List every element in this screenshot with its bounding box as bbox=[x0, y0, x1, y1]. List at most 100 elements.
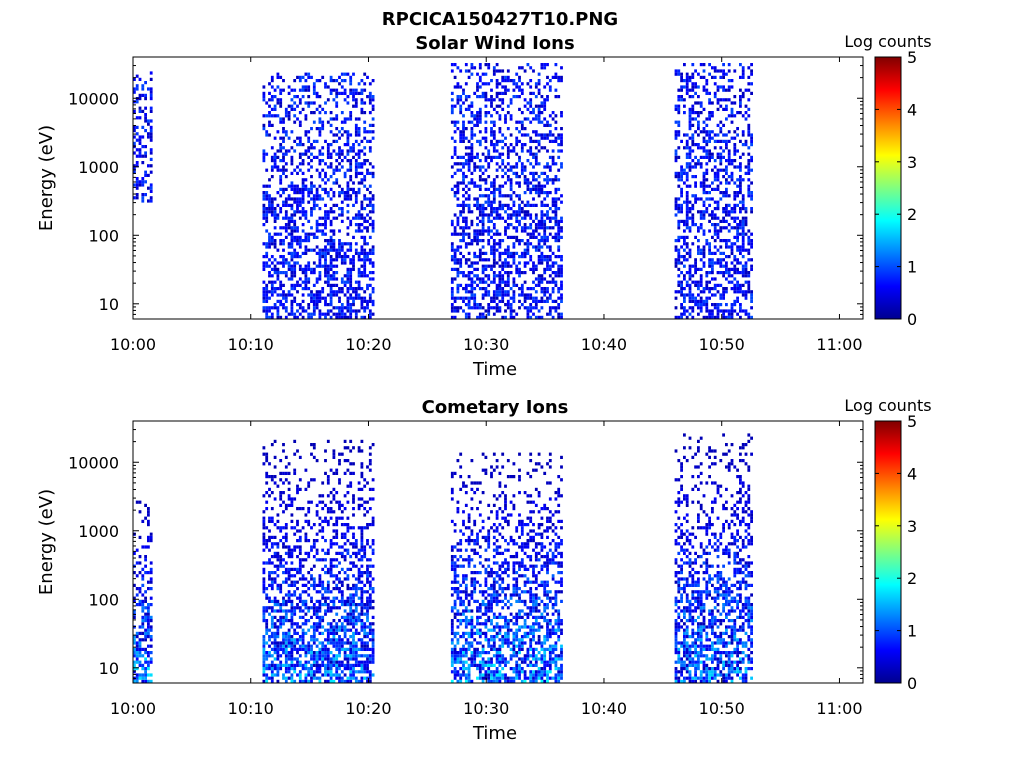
spectrogram-cell bbox=[324, 503, 327, 507]
spectrogram-cell bbox=[368, 299, 372, 303]
spectrogram-cell bbox=[495, 229, 499, 233]
spectrogram-cell bbox=[340, 85, 344, 89]
spectrogram-cell bbox=[694, 155, 697, 159]
spectrogram-cell bbox=[147, 673, 150, 677]
spectrogram-cell bbox=[504, 226, 507, 230]
spectrogram-cell bbox=[290, 181, 294, 185]
spectrogram-cell bbox=[464, 98, 468, 102]
spectrogram-cell bbox=[138, 651, 142, 655]
spectrogram-cell bbox=[349, 277, 353, 281]
spectrogram-cell bbox=[677, 184, 681, 188]
spectrogram-cell bbox=[708, 261, 711, 265]
spectrogram-cell bbox=[495, 213, 499, 217]
spectrogram-cell bbox=[332, 494, 336, 498]
spectrogram-cell bbox=[284, 667, 288, 671]
spectrogram-cell bbox=[523, 280, 527, 284]
spectrogram-cell bbox=[484, 91, 488, 95]
spectrogram-cell bbox=[326, 274, 330, 278]
spectrogram-cell bbox=[321, 641, 325, 645]
spectrogram-cell bbox=[310, 184, 313, 188]
spectrogram-cell bbox=[526, 287, 530, 291]
spectrogram-cell bbox=[149, 97, 153, 101]
spectrogram-cell bbox=[349, 283, 353, 287]
spectrogram-cell bbox=[279, 663, 283, 667]
spectrogram-cell bbox=[747, 194, 751, 198]
spectrogram-cell bbox=[509, 264, 513, 268]
spectrogram-cell bbox=[262, 462, 266, 466]
spectrogram-cell bbox=[736, 226, 739, 230]
spectrogram-cell bbox=[290, 622, 294, 626]
spectrogram-cell bbox=[560, 267, 563, 271]
spectrogram-cell bbox=[368, 235, 372, 239]
spectrogram-cell bbox=[501, 152, 505, 156]
spectrogram-cell bbox=[685, 200, 689, 204]
spectrogram-cell bbox=[464, 242, 468, 246]
spectrogram-cell bbox=[526, 213, 530, 217]
spectrogram-cell bbox=[490, 139, 493, 143]
spectrogram-cell bbox=[296, 242, 299, 246]
spectrogram-cell bbox=[304, 590, 308, 594]
spectrogram-cell bbox=[733, 219, 737, 223]
spectrogram-cell bbox=[135, 100, 139, 104]
spectrogram-cell bbox=[147, 635, 150, 639]
spectrogram-cell bbox=[685, 79, 689, 83]
spectrogram-cell bbox=[293, 255, 297, 259]
spectrogram-cell bbox=[287, 667, 291, 671]
spectrogram-cell bbox=[459, 213, 463, 217]
spectrogram-cell bbox=[270, 290, 274, 294]
spectrogram-cell bbox=[557, 136, 561, 140]
spectrogram-cell bbox=[677, 283, 681, 287]
spectrogram-cell bbox=[484, 290, 488, 294]
spectrogram-cell bbox=[705, 82, 709, 86]
spectrogram-cell bbox=[512, 149, 516, 153]
spectrogram-cell bbox=[711, 101, 714, 105]
spectrogram-cell bbox=[287, 567, 291, 571]
spectrogram-cell bbox=[141, 161, 145, 165]
spectrogram-cell bbox=[473, 299, 477, 303]
spectrogram-cell bbox=[478, 117, 482, 121]
spectrogram-cell bbox=[296, 197, 299, 201]
spectrogram-cell bbox=[284, 210, 288, 214]
spectrogram-cell bbox=[335, 628, 339, 632]
spectrogram-cell bbox=[685, 72, 689, 76]
spectrogram-cell bbox=[532, 267, 535, 271]
spectrogram-cell bbox=[298, 152, 302, 156]
spectrogram-cell bbox=[504, 229, 507, 233]
spectrogram-cell bbox=[744, 207, 748, 211]
spectrogram-cell bbox=[268, 548, 271, 552]
spectrogram-cell bbox=[338, 638, 341, 642]
spectrogram-cell bbox=[464, 162, 468, 166]
spectrogram-cell bbox=[335, 516, 339, 520]
spectrogram-cell bbox=[357, 258, 361, 262]
spectrogram-cell bbox=[680, 139, 683, 143]
spectrogram-cell bbox=[304, 245, 308, 249]
spectrogram-cell bbox=[282, 117, 285, 121]
spectrogram-cell bbox=[357, 155, 361, 159]
spectrogram-cell bbox=[276, 216, 280, 220]
spectrogram-cell bbox=[490, 79, 493, 83]
spectrogram-cell bbox=[368, 283, 372, 287]
spectrogram-cell bbox=[273, 599, 277, 603]
spectrogram-cell bbox=[363, 251, 367, 255]
spectrogram-cell bbox=[730, 309, 734, 313]
spectrogram-cell bbox=[343, 130, 347, 134]
spectrogram-cell bbox=[498, 280, 502, 284]
spectrogram-cell bbox=[495, 248, 499, 252]
spectrogram-cell bbox=[716, 216, 720, 220]
spectrogram-cell bbox=[273, 571, 277, 575]
spectrogram-cell bbox=[324, 459, 327, 463]
spectrogram-cell bbox=[135, 154, 139, 158]
spectrogram-cell bbox=[506, 111, 510, 115]
spectrogram-cell bbox=[560, 299, 563, 303]
spectrogram-cell bbox=[685, 213, 689, 217]
spectrogram-cell bbox=[141, 673, 145, 677]
colorbar-tick-label: 4 bbox=[907, 100, 917, 119]
spectrogram-cell bbox=[282, 155, 285, 159]
spectrogram-cell bbox=[265, 500, 269, 504]
spectrogram-cell bbox=[338, 660, 341, 664]
spectrogram-cell bbox=[312, 88, 316, 92]
spectrogram-cell bbox=[262, 223, 266, 227]
spectrogram-cell bbox=[713, 175, 717, 179]
spectrogram-cell bbox=[697, 306, 700, 310]
spectrogram-cell bbox=[677, 88, 681, 92]
